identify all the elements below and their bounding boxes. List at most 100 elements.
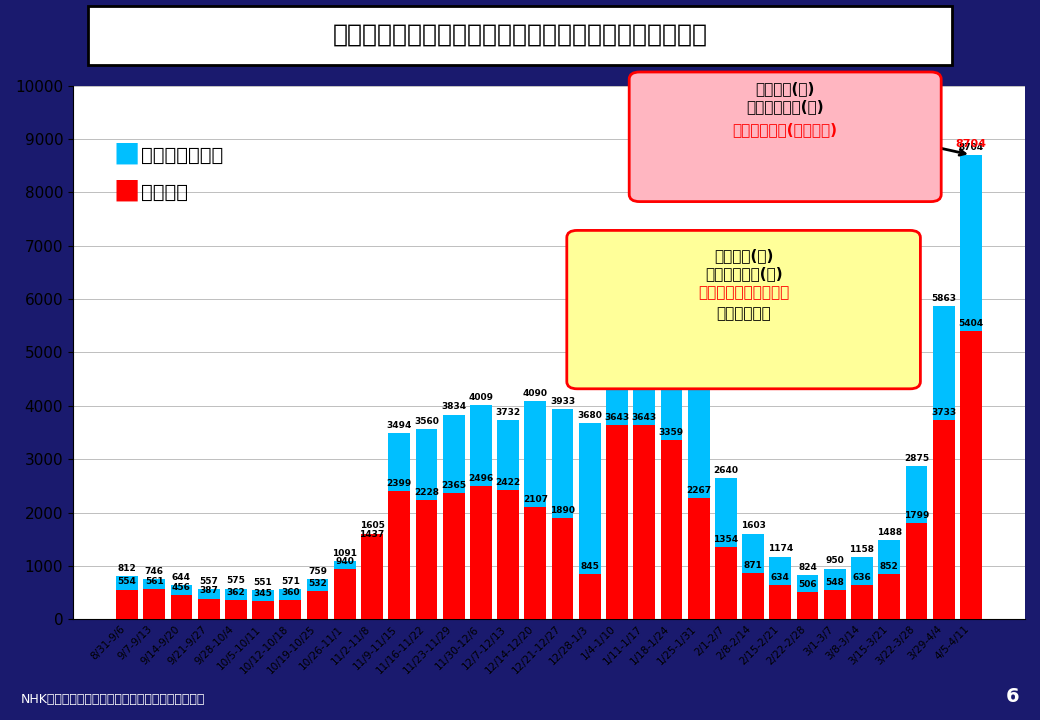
Bar — [824, 569, 846, 619]
Bar — [307, 591, 329, 619]
Text: 2640: 2640 — [713, 466, 738, 475]
Text: 554: 554 — [118, 577, 136, 586]
Bar — [470, 486, 492, 619]
Text: 387: 387 — [200, 586, 218, 595]
Text: 557: 557 — [200, 577, 218, 586]
Text: 3933: 3933 — [550, 397, 575, 406]
Bar — [307, 579, 329, 619]
Bar — [660, 276, 682, 619]
Text: 4090: 4090 — [523, 389, 548, 398]
Text: 1799: 1799 — [904, 511, 929, 520]
Bar — [743, 572, 764, 619]
Text: 759: 759 — [308, 567, 327, 575]
Bar — [198, 590, 219, 619]
Text: 362: 362 — [227, 588, 245, 597]
Bar — [960, 331, 982, 619]
Text: 2875: 2875 — [904, 454, 929, 463]
Bar — [633, 254, 655, 619]
Bar — [606, 425, 628, 619]
Text: ：大阪府: ：大阪府 — [140, 183, 187, 202]
Text: 3494: 3494 — [387, 420, 412, 430]
Bar — [416, 429, 438, 619]
Bar — [633, 425, 655, 619]
Bar — [253, 590, 274, 619]
Text: 3359: 3359 — [659, 428, 684, 437]
Bar — [280, 589, 302, 619]
Bar — [687, 383, 709, 619]
Bar — [116, 590, 138, 619]
Bar — [524, 401, 546, 619]
Text: 6420: 6420 — [659, 264, 684, 274]
Text: 6840: 6840 — [631, 242, 656, 251]
Text: 1890: 1890 — [550, 506, 575, 516]
Text: 3560: 3560 — [414, 417, 439, 426]
Text: ■: ■ — [113, 138, 139, 166]
Text: 1605: 1605 — [360, 521, 385, 531]
Text: 1488: 1488 — [877, 528, 902, 536]
Bar — [797, 593, 818, 619]
Bar — [334, 569, 356, 619]
Text: 548: 548 — [826, 577, 844, 587]
Text: 634: 634 — [771, 573, 789, 582]
Text: 746: 746 — [145, 567, 163, 576]
Text: 532: 532 — [308, 579, 327, 588]
Bar — [144, 589, 165, 619]
Text: NHK「新型コロナウイルス　特設サイト」から引用: NHK「新型コロナウイルス 特設サイト」から引用 — [21, 693, 205, 706]
Text: 571: 571 — [281, 577, 300, 585]
Text: 3733: 3733 — [931, 408, 956, 417]
Bar — [116, 576, 138, 619]
Bar — [225, 600, 246, 619]
Text: 1158: 1158 — [850, 545, 875, 554]
Text: 3643: 3643 — [604, 413, 629, 422]
Text: 360: 360 — [281, 588, 300, 597]
Bar — [524, 507, 546, 619]
Bar — [770, 557, 791, 619]
Text: 3680: 3680 — [577, 410, 602, 420]
Text: 3834: 3834 — [441, 402, 466, 412]
Text: 551: 551 — [254, 577, 272, 587]
Text: 関西２府４県における新規陽性者数の推移　（週単位）: 関西２府４県における新規陽性者数の推移 （週単位） — [333, 22, 707, 47]
Bar — [851, 585, 873, 619]
Text: 3732: 3732 — [495, 408, 521, 417]
Bar — [606, 249, 628, 619]
Bar — [960, 155, 982, 619]
Text: 1354: 1354 — [713, 535, 738, 544]
Bar — [144, 580, 165, 619]
Text: 871: 871 — [744, 561, 762, 570]
Bar — [933, 307, 955, 619]
Bar — [443, 415, 465, 619]
Bar — [388, 491, 410, 619]
Bar — [797, 575, 818, 619]
Text: 812: 812 — [118, 564, 136, 572]
Bar — [171, 595, 192, 619]
Text: 6935: 6935 — [604, 237, 629, 246]
Bar — [906, 523, 928, 619]
Bar — [280, 600, 302, 619]
Text: ４月５日(月): ４月５日(月) — [713, 248, 774, 263]
Text: 824: 824 — [798, 563, 817, 572]
Bar — [361, 534, 383, 619]
Bar — [714, 547, 736, 619]
Bar — [879, 574, 900, 619]
Bar — [551, 410, 573, 619]
Bar — [660, 440, 682, 619]
Bar — [851, 557, 873, 619]
Text: 506: 506 — [799, 580, 816, 589]
Bar — [933, 420, 955, 619]
Text: 8704: 8704 — [958, 143, 984, 152]
Bar — [171, 585, 192, 619]
Text: 1174: 1174 — [768, 544, 792, 554]
Text: 8704: 8704 — [956, 138, 986, 148]
Text: 5863: 5863 — [931, 294, 956, 303]
Text: 456: 456 — [172, 582, 191, 592]
Bar — [770, 585, 791, 619]
Text: 2399: 2399 — [387, 479, 412, 488]
Text: 950: 950 — [826, 557, 844, 565]
Text: ８，７０４人(過去最多): ８，７０４人(過去最多) — [733, 122, 837, 137]
Text: 644: 644 — [172, 572, 191, 582]
Text: 3643: 3643 — [631, 413, 656, 422]
Text: ～４月１１日(日): ～４月１１日(日) — [705, 266, 782, 281]
Text: 5404: 5404 — [958, 319, 984, 328]
Bar — [198, 598, 219, 619]
Text: ：２府４県合計: ：２府４県合計 — [140, 145, 223, 164]
